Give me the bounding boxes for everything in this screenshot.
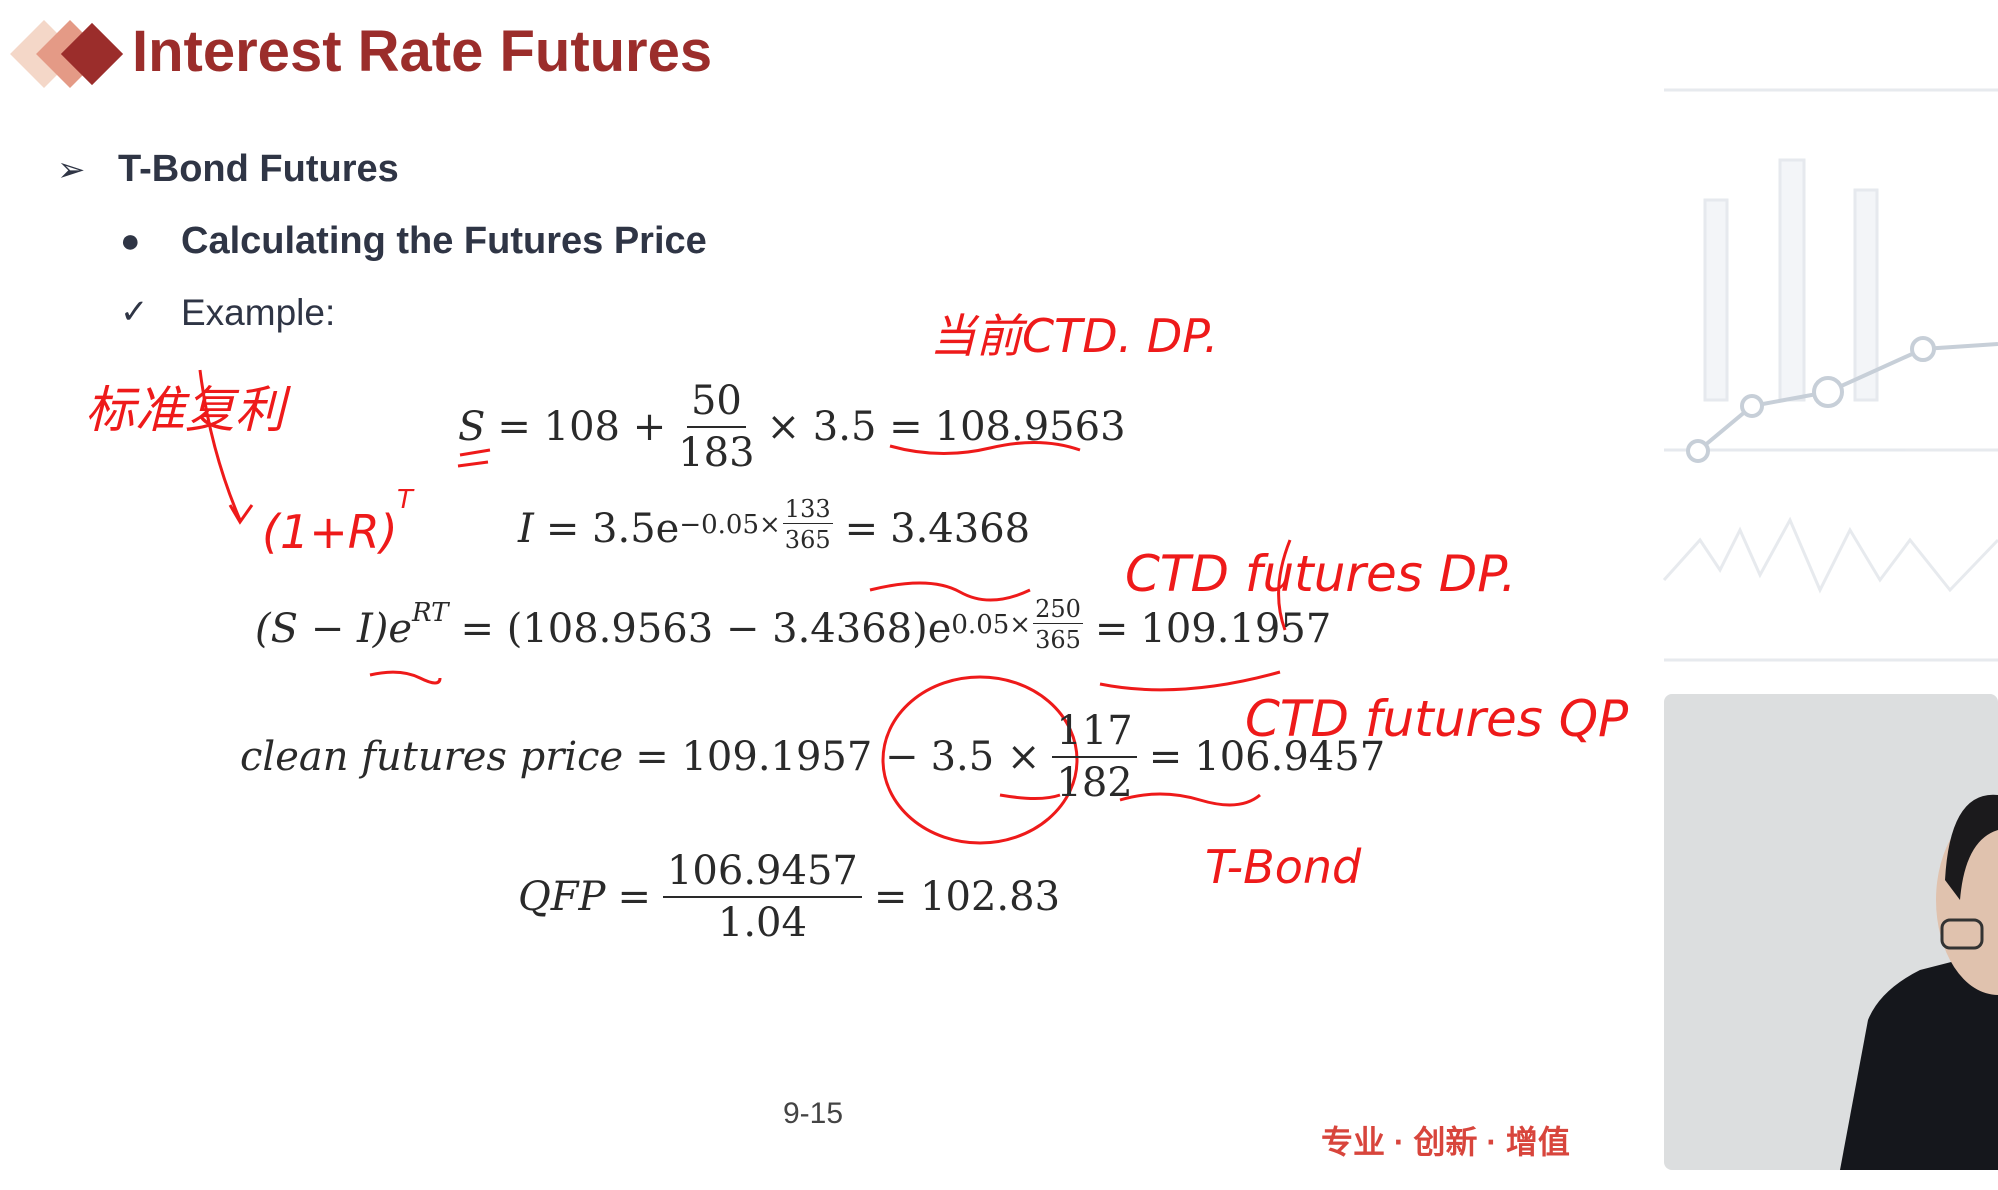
bullet-level3: Example:: [181, 292, 336, 333]
eq-result: 109.1957: [1140, 606, 1332, 653]
page-number: 9-15: [783, 1097, 844, 1130]
eq-tail: =: [1148, 734, 1183, 780]
exponent: −0.05× 133 365: [679, 495, 833, 555]
handwritten-note: T-Bond: [1205, 840, 1362, 894]
denominator: 183: [678, 430, 755, 476]
handwritten-note: (1+R): [262, 505, 398, 559]
exponent: 0.05× 250 365: [951, 595, 1083, 655]
equation: QFP = 106.9457 1.04 = 102.83: [518, 850, 1060, 944]
eq-lhs: QFP: [518, 874, 606, 920]
fraction: 106.9457 1.04: [662, 850, 862, 946]
denominator: 182: [1056, 760, 1133, 806]
equation: clean futures price = 109.1957 − 3.5 × 1…: [240, 710, 1385, 804]
exp-text: 0.05×: [951, 610, 1032, 641]
eq-lhs: clean futures price: [240, 734, 624, 780]
handwriting-marks: [198, 369, 1292, 845]
equation: (S − I)e RT = (108.9563 − 3.4368)e 0.05× 2…: [255, 596, 1332, 653]
eq-tail: =: [844, 506, 879, 553]
handwritten-note: 标准复利: [85, 381, 285, 439]
eq-mid: = 3.5e: [545, 506, 680, 553]
eq-lhs: S: [458, 404, 486, 450]
numerator: 133: [782, 495, 833, 525]
eq-result: 108.9563: [934, 404, 1126, 450]
eq-result: 3.4368: [890, 506, 1031, 553]
dot-bullet-icon: ●: [120, 222, 141, 260]
denominator: 365: [1035, 626, 1081, 655]
exponent: RT: [412, 598, 449, 629]
fraction: 250 365: [1033, 595, 1083, 655]
numerator: 50: [686, 380, 746, 428]
handwritten-note: CTD futures QP: [1245, 690, 1629, 748]
slide-title: Interest Rate Futures: [132, 19, 713, 84]
eq-result: 106.9457: [1194, 734, 1386, 780]
exp-text: −0.05×: [679, 510, 781, 541]
eq-mid: = 109.1957 −: [635, 734, 919, 780]
equation: I = 3.5e −0.05× 133 365 = 3.4368: [518, 496, 1031, 553]
bullet-level2: Calculating the Futures Price: [181, 220, 707, 262]
eq-lhs: (S − I)e: [255, 606, 413, 653]
eq-mid: = (108.9563 − 3.4368)e: [460, 606, 952, 653]
check-bullet-icon: ✓: [120, 293, 149, 331]
handwritten-note: CTD futures DP.: [1125, 545, 1517, 603]
denominator: 1.04: [717, 900, 807, 946]
denominator: 365: [784, 526, 831, 555]
numerator: 106.9457: [662, 850, 862, 898]
eq-tail: =: [1094, 606, 1129, 653]
faint-background-art: [1662, 88, 1998, 662]
eq-tail: = 102.83: [873, 874, 1061, 920]
numerator: 117: [1052, 710, 1137, 758]
fraction: 117 182: [1052, 710, 1137, 806]
eq-mid: =: [617, 874, 651, 920]
handwritten-note: 当前CTD. DP.: [930, 309, 1219, 363]
eq-tail: × 3.5 =: [766, 404, 923, 450]
equation: S = 108 + 50 183 × 3.5 = 108.9563: [458, 380, 1126, 474]
fraction: 133 365: [782, 495, 833, 555]
title-diamonds: [10, 20, 124, 88]
faint-line-chart: [1686, 336, 1998, 463]
footer-brand: 专业 · 创新 · 增值: [1321, 1124, 1570, 1160]
fraction: 50 183: [678, 380, 754, 474]
eq-mid: = 108 +: [497, 404, 667, 450]
eq-lhs: I: [518, 506, 534, 553]
handwritten-note: T: [397, 485, 413, 515]
eq-pre: 3.5 ×: [930, 734, 1041, 780]
arrow-bullet-icon: ➢: [57, 151, 86, 189]
numerator: 250: [1033, 595, 1083, 625]
bullet-level1: T-Bond Futures: [118, 148, 399, 190]
webcam-panel: [1664, 694, 1998, 1170]
